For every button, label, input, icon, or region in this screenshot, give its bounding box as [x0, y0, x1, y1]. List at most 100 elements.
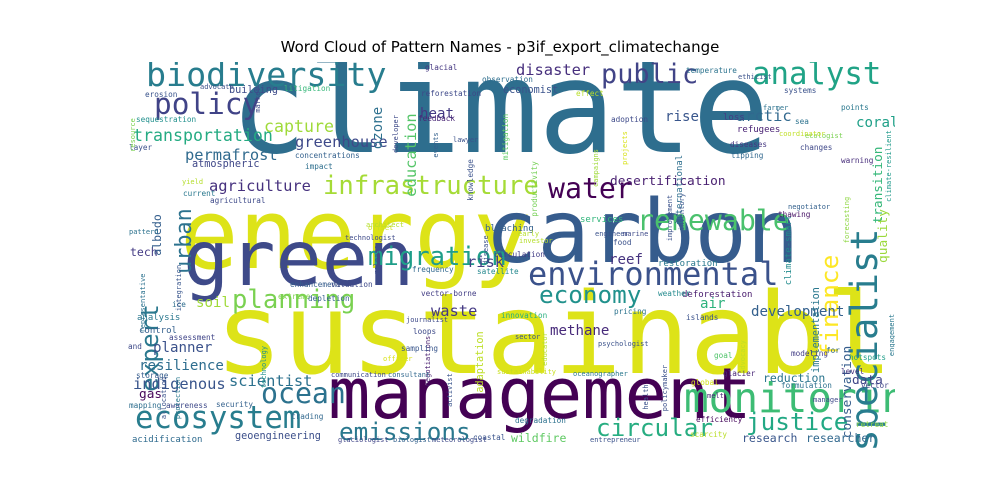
word-sustainable: sustainable	[215, 268, 961, 400]
word-adaptation: adaptation	[475, 331, 486, 392]
word-analysis: analysis	[137, 313, 180, 323]
word-tech: tech	[130, 245, 158, 259]
word-control: control	[139, 326, 177, 336]
word-transition: transition	[871, 146, 886, 223]
word-impact: impact	[305, 162, 333, 171]
word-meteorologist: meteorologist	[432, 436, 487, 444]
word-offset: offset	[368, 224, 393, 232]
word-atmospheric: atmospheric	[192, 159, 259, 170]
word-architect: architect	[366, 221, 404, 229]
word-climate-smart: climate-smart	[784, 215, 794, 285]
word-circular: circular	[596, 413, 713, 442]
word-thawing: thawing	[778, 210, 810, 219]
word-coral: coral	[856, 115, 898, 131]
word-productivity: productivity	[530, 161, 539, 217]
word-building: building	[229, 85, 278, 96]
word-allocation: allocation	[160, 377, 168, 419]
word-development: development	[751, 304, 844, 320]
word-public: public	[601, 59, 698, 90]
word-observation: observation	[482, 75, 533, 84]
word-psychologist: psychologist	[598, 340, 649, 348]
word-air: air	[700, 296, 725, 312]
word-modeling: modeling	[791, 349, 828, 358]
word-expert: expert	[135, 304, 164, 392]
word-international: international	[675, 155, 685, 225]
word-economist: economist	[503, 85, 558, 96]
word-awareness: awareness	[166, 401, 208, 410]
word-ice: ice	[172, 300, 186, 309]
word-layer: layer	[129, 143, 153, 152]
word-yield: yield	[182, 178, 203, 186]
word-events: events	[432, 132, 440, 157]
word-integration: integration	[175, 265, 183, 311]
word-investor: investor	[519, 237, 553, 245]
word-glaciologist: glaciologist	[338, 436, 389, 444]
word-degradation: degradation	[515, 416, 566, 425]
word-indigenous: indigenous	[133, 375, 226, 393]
word-ethicist: ethicist	[738, 73, 772, 81]
word-consultant: consultant	[388, 371, 430, 379]
word-tipping: tipping	[731, 151, 763, 160]
word-justice: justice	[746, 407, 848, 436]
word-adoption: adoption	[611, 115, 648, 124]
word-enhancement: enhancement	[290, 280, 341, 289]
word-health: health	[642, 384, 650, 409]
word-concentrations: concentrations	[295, 151, 360, 160]
word-food: food	[613, 238, 632, 247]
word-policymaker: policymaker	[661, 365, 669, 411]
word-depletion: depletion	[308, 294, 350, 303]
word-developer: developer	[392, 115, 400, 153]
word-finance: finance	[815, 255, 844, 357]
word-disaster: disaster	[516, 61, 590, 79]
word-refugees: refugees	[737, 125, 780, 135]
chart-title: Word Cloud of Pattern Names - p3if_expor…	[280, 38, 720, 56]
word-forecasting: forecasting	[843, 197, 851, 243]
word-urban: urban	[172, 208, 197, 274]
word-assessment: assessment	[169, 333, 215, 342]
word-management: management	[328, 353, 752, 435]
word-emissions: emissions	[339, 417, 471, 446]
word-changes: changes	[800, 143, 832, 152]
word-permafrost: permafrost	[185, 146, 278, 164]
word-education: education	[402, 113, 420, 196]
word-circulation: circulation	[494, 250, 545, 259]
word-campaigns: campaigns	[592, 149, 600, 187]
word-climate: climate	[230, 34, 769, 183]
word-biodiversity: biodiversity	[146, 55, 387, 94]
word-soil: soil	[196, 295, 230, 311]
word-level: level	[841, 367, 864, 376]
word-sampling: sampling	[401, 344, 438, 353]
word-resource: resource	[129, 118, 137, 152]
word-green: green	[183, 215, 414, 304]
word-acidification: acidification	[132, 435, 202, 445]
word-wildfire: wildfire	[511, 431, 566, 445]
word-waste: waste	[431, 302, 477, 320]
word-disease: disease	[482, 235, 490, 265]
word-capture: capture	[264, 117, 334, 136]
word-data: data	[852, 373, 883, 388]
word-projects: projects	[621, 131, 629, 165]
word-carbon: carbon	[485, 181, 799, 283]
word-mapping: mapping	[129, 401, 161, 410]
word-vector-borne: vector-borne	[421, 289, 477, 298]
word-entrepreneur: entrepreneur	[590, 436, 641, 444]
word-efficiency: efficiency	[696, 415, 743, 424]
word-glacier: glacier	[723, 369, 756, 378]
word-engineer: engineer	[595, 230, 629, 238]
word-activist: activist	[446, 373, 454, 407]
word-technologist: technologist	[345, 234, 396, 242]
word-monitoring: monitoring	[684, 374, 931, 422]
word-systems: systems	[784, 86, 816, 95]
word-planner: planner	[153, 340, 212, 356]
word-sea: sea	[795, 117, 809, 126]
word-negotiator: negotiator	[788, 203, 830, 211]
word-warning: warning	[841, 156, 873, 165]
word-weather: weather	[658, 289, 691, 298]
word-ozone: ozone	[370, 107, 386, 149]
word-reef: reef	[609, 252, 643, 268]
word-infrastructure: infrastructure	[323, 171, 539, 201]
word-planning: planning	[232, 285, 355, 315]
word-economy: economy	[539, 280, 641, 309]
word-effect: effect	[576, 89, 604, 98]
word-water: water	[548, 172, 633, 205]
